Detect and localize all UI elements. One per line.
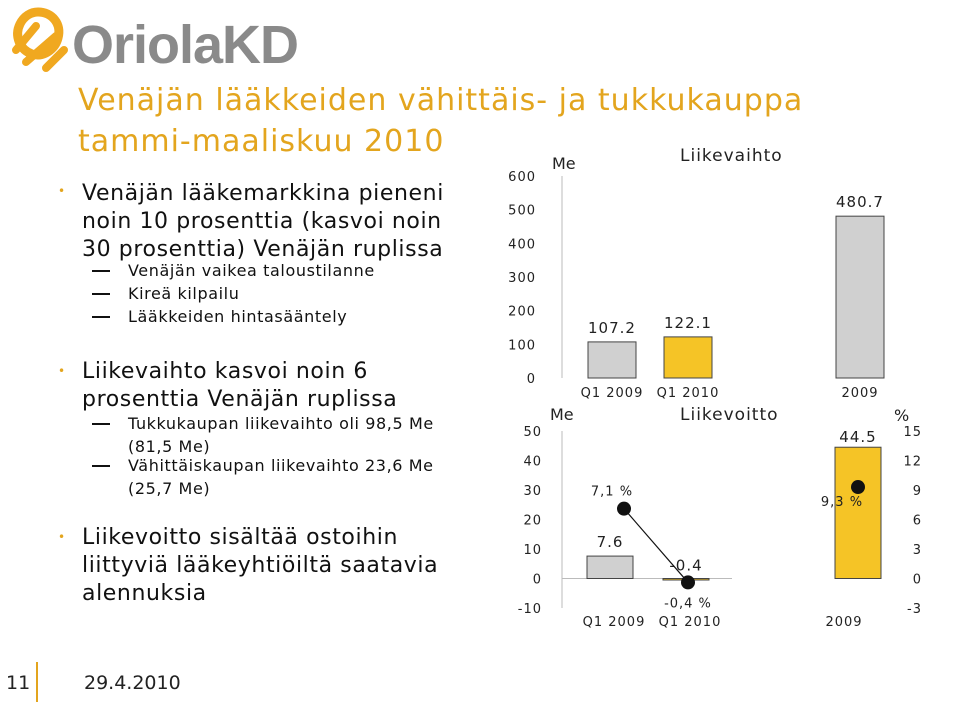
chart-2-value-label: 44.5 (839, 428, 876, 446)
dash-icon (92, 465, 110, 467)
bullet-icon: • (58, 184, 66, 198)
sub-bullet-line: (25,7 Me) (128, 479, 211, 498)
sub-bullet-line: Tukkukaupan liikevaihto oli 98,5 Me (128, 414, 434, 433)
chart-2-margin-marker (681, 575, 695, 590)
chart-1-y-tick-label: 400 (508, 237, 536, 252)
dash-icon (92, 270, 110, 272)
footer-divider (36, 662, 38, 702)
chart-2-bar (586, 555, 634, 579)
bullet-1-text: Venäjän lääkemarkkina pieneni noin 10 pr… (82, 180, 444, 264)
chart-1-category-label: Q1 2010 (657, 386, 720, 401)
chart-2-y-tick-label: 50 (523, 425, 542, 440)
sub-bullet: Kireä kilpailu (128, 284, 240, 303)
bullet-3-text: Liikevoitto sisältää ostoihin liittyviä … (82, 524, 438, 608)
chart-1-bar (663, 336, 713, 379)
bullet-icon: • (58, 530, 66, 544)
page-title-line-1: Venäjän lääkkeiden vähittäis- ja tukkuka… (78, 83, 804, 118)
chart-2-margin-label: 9,3 % (821, 495, 863, 510)
chart-2-y2-tick-label: -3 (907, 602, 922, 617)
chart-2-margin-label: 7,1 % (591, 485, 633, 500)
logo-mark-icon (12, 7, 68, 72)
chart-2-value-label: -0.4 (669, 557, 702, 575)
chart-1-bar (587, 341, 637, 379)
chart-2-y2-tick-label: 3 (913, 543, 922, 558)
sub-bullet: Lääkkeiden hintasääntely (128, 307, 348, 326)
bullet-1-line: noin 10 prosenttia (kasvoi noin (82, 209, 442, 234)
chart-1-y-tick-label: 200 (508, 305, 536, 320)
chart-1-value-label: 480.7 (836, 193, 884, 211)
bullet-3-line: Liikevoitto sisältää ostoihin (82, 525, 399, 550)
page-title-line-2: tammi-maaliskuu 2010 (78, 124, 445, 159)
sub-bullet-line: Vähittäiskaupan liikevaihto 23,6 Me (128, 456, 434, 475)
chart-2-y-tick-label: 0 (533, 573, 542, 588)
bullet-2-line: prosenttia Venäjän ruplissa (82, 387, 398, 412)
chart-2-y2-tick-label: 6 (913, 514, 922, 529)
chart-2-margin-line (623, 508, 689, 583)
page-number: 11 (6, 672, 31, 694)
chart-2-y-tick-label: -10 (518, 602, 542, 617)
chart-1-y-tick-label: 500 (508, 204, 536, 219)
bullet-icon: • (58, 364, 66, 378)
chart-1-value-label: 107.2 (588, 319, 636, 337)
sub-bullet: Venäjän vaikea taloustilanne (128, 261, 375, 280)
chart-2-category-label: Q1 2009 (583, 615, 646, 630)
chart-2-y2-tick-label: 15 (903, 425, 922, 440)
chart-2-bar (834, 446, 882, 579)
sub-bullet-line: (81,5 Me) (128, 437, 211, 456)
chart-2-value-label: 7.6 (597, 533, 624, 551)
chart-1-y-tick-label: 0 (527, 372, 536, 387)
chart-2-category-label: 2009 (825, 615, 862, 630)
dash-icon (92, 423, 110, 425)
chart-2-title: Liikevoitto (680, 405, 779, 425)
chart-2-y-axis-label: Me (550, 405, 574, 424)
chart-2-category-label: Q1 2010 (659, 615, 722, 630)
bullet-2-line: Liikevaihto kasvoi noin 6 (82, 359, 368, 384)
dash-icon (92, 293, 110, 295)
bullet-3-line: alennuksia (82, 581, 207, 606)
chart-2-y-tick-label: 30 (523, 484, 542, 499)
bullet-2-text: Liikevaihto kasvoi noin 6 prosenttia Ven… (82, 358, 397, 414)
chart-1-title: Liikevaihto (680, 146, 783, 166)
chart-2-margin-label: -0,4 % (664, 596, 712, 611)
logo-text: OriolaKD (72, 15, 299, 75)
chart-2-margin-marker (617, 501, 631, 516)
chart-1-bar (835, 215, 885, 379)
chart-1-category-label: Q1 2009 (581, 386, 644, 401)
chart-2-y2-tick-label: 0 (913, 573, 922, 588)
chart-1-value-label: 122.1 (664, 314, 712, 332)
chart-2-y-tick-label: 20 (523, 514, 542, 529)
bullet-1-line: Venäjän lääkemarkkina pieneni (82, 181, 444, 206)
chart-2-y-tick-label: 40 (523, 455, 542, 470)
footer-date: 29.4.2010 (84, 672, 181, 694)
chart-1-category-label: 2009 (841, 386, 878, 401)
bullet-1-line: 30 prosenttia) Venäjän ruplissa (82, 237, 444, 262)
chart-2-y2-tick-label: 12 (903, 455, 922, 470)
chart-2-y-tick-label: 10 (523, 543, 542, 558)
sub-bullet: Vähittäiskaupan liikevaihto 23,6 Me (25,… (128, 454, 434, 500)
dash-icon (92, 316, 110, 318)
chart-1-y-axis-label: Me (552, 154, 576, 173)
chart-1-y-tick-label: 600 (508, 170, 536, 185)
chart-2-margin-marker (851, 480, 865, 495)
chart-1-y-tick-label: 300 (508, 271, 536, 286)
chart-2-y2-tick-label: 9 (913, 484, 922, 499)
bullet-3-line: liittyviä lääkeyhtiöiltä saatavia (82, 553, 439, 578)
chart-2-y2-axis-label: % (894, 406, 909, 425)
chart-1-y-tick-label: 100 (508, 338, 536, 353)
sub-bullet: Tukkukaupan liikevaihto oli 98,5 Me (81,… (128, 412, 434, 458)
